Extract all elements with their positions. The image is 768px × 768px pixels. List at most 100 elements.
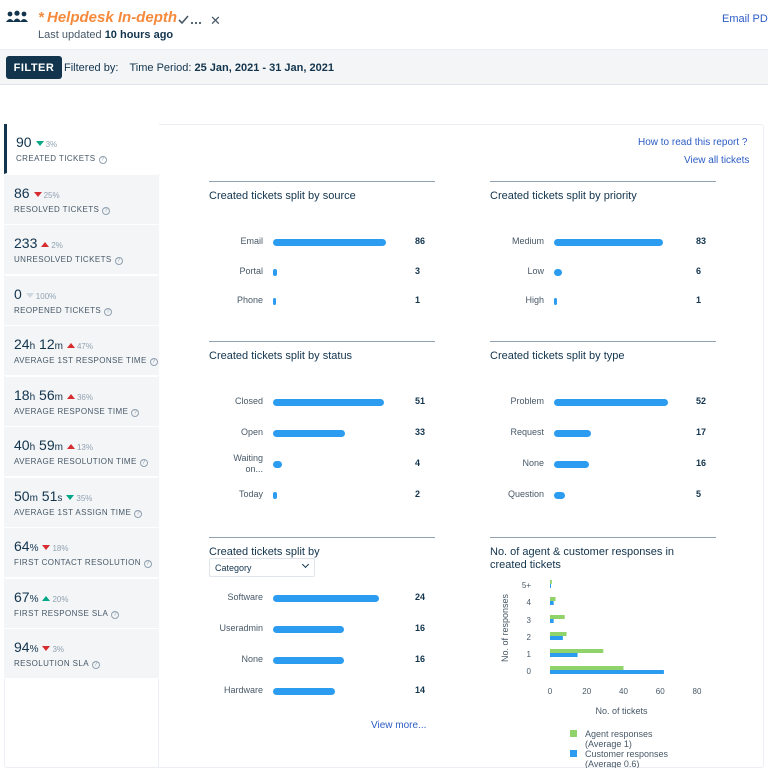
x-tick-label: 60 — [656, 687, 665, 696]
bar-agent-2[interactable] — [550, 632, 567, 636]
bar-agent-3[interactable] — [550, 615, 565, 619]
metric-number: 94 — [14, 639, 30, 655]
info-icon[interactable]: ? — [91, 661, 100, 669]
bar[interactable] — [273, 461, 282, 468]
bar-agent-1[interactable] — [550, 649, 604, 653]
bar[interactable] — [273, 268, 277, 276]
panel-split-by-priority: Created tickets split by priority Medium… — [490, 181, 716, 321]
bar-row[interactable]: Email 86 — [209, 236, 435, 250]
bar-row[interactable]: Portal 3 — [209, 266, 435, 280]
bar-row[interactable]: Useradmin 16 — [209, 623, 435, 637]
filter-button[interactable]: FILTER — [6, 56, 62, 79]
bar[interactable] — [273, 688, 335, 695]
trend-arrow-icon — [41, 242, 50, 247]
report-title[interactable]: Helpdesk In-depth — [47, 9, 178, 26]
bar[interactable] — [554, 399, 668, 406]
metric-first-response-sla[interactable]: 67% 20% FIRST RESPONSE SLA? — [4, 578, 159, 629]
bar-customer-5+[interactable] — [550, 584, 551, 588]
split-by-select[interactable]: Category — [209, 558, 315, 577]
bar[interactable] — [554, 239, 663, 246]
bar-value: 16 — [415, 623, 426, 633]
bar[interactable] — [273, 399, 384, 406]
bar-row[interactable]: Problem 52 — [490, 396, 716, 410]
bar[interactable] — [273, 298, 276, 305]
how-to-read-link[interactable]: How to read this report ? — [638, 137, 748, 148]
bar-row[interactable]: None 16 — [490, 458, 716, 472]
metric-number: 18 — [14, 386, 30, 403]
info-icon[interactable]: ? — [102, 206, 111, 215]
filtered-by-label: Filtered by: — [64, 62, 119, 74]
bar-row[interactable]: Open 33 — [209, 427, 435, 441]
metric-unit: % — [29, 593, 39, 605]
bar-customer-1[interactable] — [550, 653, 578, 657]
metric-average-1st-assign-time[interactable]: 50m 51s 35% AVERAGE 1ST ASSIGN TIME? — [4, 477, 159, 528]
bar-row[interactable]: Medium 83 — [490, 236, 716, 250]
bar[interactable] — [273, 239, 386, 246]
metric-average-resolution-time[interactable]: 40h 59m 13% AVERAGE RESOLUTION TIME? — [4, 427, 159, 477]
bar[interactable] — [273, 492, 278, 499]
metric-change-value: 3% — [52, 645, 65, 654]
bar-row[interactable]: None 16 — [209, 654, 435, 668]
view-more-link[interactable]: View more... — [371, 720, 427, 731]
info-icon[interactable]: ? — [104, 307, 113, 316]
email-pdf-link[interactable]: Email PDF — [722, 13, 768, 25]
info-icon[interactable]: ? — [111, 610, 120, 619]
info-icon[interactable]: ? — [98, 156, 107, 164]
view-all-tickets-link[interactable]: View all tickets — [684, 155, 750, 166]
bar-row[interactable]: Software 24 — [209, 592, 435, 606]
bar[interactable] — [554, 492, 565, 499]
bar-customer-0[interactable] — [550, 670, 664, 674]
bar-row[interactable]: High 1 — [490, 295, 716, 309]
info-icon[interactable]: ? — [114, 257, 123, 265]
close-icon[interactable]: ✕ — [210, 13, 221, 28]
info-icon[interactable]: ? — [134, 509, 143, 518]
bar-agent-4[interactable] — [550, 597, 556, 601]
bar-row[interactable]: Low 6 — [490, 266, 716, 280]
bar[interactable] — [554, 298, 557, 305]
bar-customer-4[interactable] — [550, 601, 554, 605]
info-icon[interactable]: ? — [143, 560, 152, 568]
bar-value: 33 — [415, 427, 426, 437]
info-icon[interactable]: ? — [131, 408, 140, 417]
metric-change-value: 47% — [76, 342, 93, 351]
metric-resolution-sla[interactable]: 94% 3% RESOLUTION SLA? — [4, 629, 159, 679]
info-icon[interactable]: ? — [149, 358, 158, 366]
check-dots-icon[interactable] — [178, 14, 202, 26]
bar[interactable] — [273, 657, 344, 664]
metric-unresolved-tickets[interactable]: 233 2% UNRESOLVED TICKETS? — [4, 225, 159, 275]
metric-reopened-tickets[interactable]: 0 100% REOPENED TICKETS? — [4, 275, 159, 326]
bar-agent-0[interactable] — [550, 666, 624, 670]
bar-customer-3[interactable] — [550, 619, 554, 623]
metric-change: 13% — [66, 443, 93, 452]
bar-label: Today — [238, 489, 263, 499]
bar[interactable] — [273, 430, 345, 437]
metric-average-response-time[interactable]: 18h 56m 36% AVERAGE RESPONSE TIME? — [4, 376, 159, 427]
bar-label: Medium — [511, 236, 544, 246]
bar-row[interactable]: Closed 51 — [209, 396, 435, 410]
bar-row[interactable]: Phone 1 — [209, 295, 435, 309]
info-icon[interactable]: ? — [139, 459, 148, 467]
bar[interactable] — [273, 595, 379, 602]
unsaved-indicator: * — [38, 9, 44, 26]
bar-row[interactable]: Today 2 — [209, 489, 435, 503]
metric-first-contact-resolution[interactable]: 64% 18% FIRST CONTACT RESOLUTION? — [4, 528, 159, 578]
trend-arrow-icon — [66, 343, 75, 348]
metric-average-1st-response-time[interactable]: 24h 12m 47% AVERAGE 1ST RESPONSE TIME? — [4, 326, 159, 376]
bar-row[interactable]: Hardware 14 — [209, 685, 435, 699]
bar-customer-2[interactable] — [550, 636, 563, 640]
bar[interactable] — [554, 430, 592, 437]
metric-number: 40 — [14, 437, 30, 453]
bar[interactable] — [554, 268, 562, 276]
bar-agent-5+[interactable] — [550, 580, 552, 584]
bar-row[interactable]: Request 17 — [490, 427, 716, 441]
bar-row[interactable]: Waiting on... 4 — [209, 453, 435, 474]
bar[interactable] — [273, 626, 344, 633]
bar[interactable] — [554, 461, 590, 468]
bar-row[interactable]: Question 5 — [490, 489, 716, 503]
metric-change-value: 36% — [76, 392, 93, 402]
metric-value: 18h 56m 36% — [14, 387, 93, 403]
metric-resolved-tickets[interactable]: 86 25% RESOLVED TICKETS? — [4, 174, 159, 225]
metric-created-tickets[interactable]: 90 3% CREATED TICKETS? — [4, 124, 159, 174]
metric-number: 24 — [14, 336, 30, 352]
y-tick-label: 0 — [527, 667, 532, 676]
